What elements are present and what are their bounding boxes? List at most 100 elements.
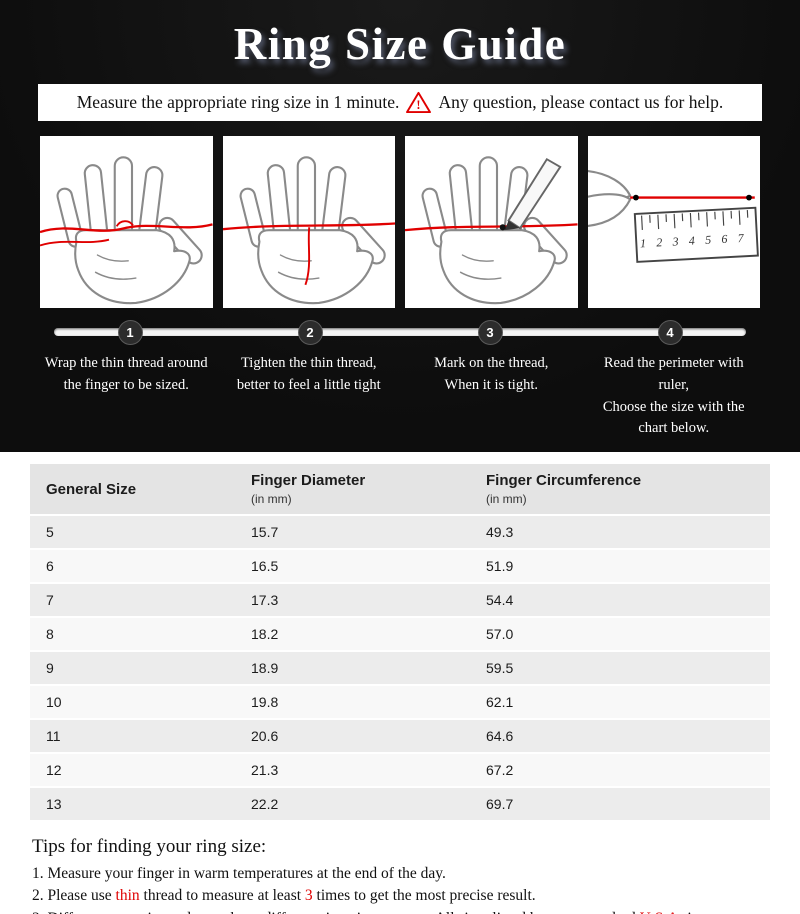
tip-2-text: 2. Please use [32, 887, 116, 905]
table-row: 9 18.9 59.5 [30, 651, 770, 686]
tip-3: 3. Different countries and areas have di… [32, 908, 768, 914]
size-cell: 10 [30, 685, 235, 720]
diameter-cell: 19.8 [235, 685, 470, 720]
header-sublabel: (in mm) [251, 492, 292, 506]
circumference-cell: 69.7 [470, 787, 770, 822]
caption-line: Tighten the thin thread, [240, 355, 377, 371]
diameter-cell: 21.3 [235, 753, 470, 788]
tip-2-text: times to get the most precise result. [312, 887, 536, 905]
ruler-number: 3 [671, 234, 679, 248]
step4-caption: Read the perimeter with ruler, Choose th… [588, 353, 761, 440]
tip-2-highlight-thin: thin [115, 887, 140, 905]
hand-wrap-thread-drawing [40, 136, 213, 308]
circumference-cell: 49.3 [470, 515, 770, 550]
tip-3-text: sizes. [678, 910, 715, 914]
thread-drawing [629, 194, 755, 201]
size-cell: 9 [30, 651, 235, 686]
diameter-cell: 16.5 [235, 549, 470, 584]
circumference-cell: 67.2 [470, 753, 770, 788]
thread-drawing [405, 223, 578, 232]
caption-line: Mark on the thread, [434, 355, 549, 371]
header-label: General Size [46, 480, 137, 498]
step2-caption: Tighten the thin thread, better to feel … [223, 353, 396, 440]
caption-line: Read the perimeter with ruler, [603, 355, 744, 393]
tips-section: Tips for finding your ring size: 1. Meas… [32, 836, 768, 914]
table-row: 11 20.6 64.6 [30, 719, 770, 754]
circumference-cell: 64.6 [470, 719, 770, 754]
tip-1: 1. Measure your finger in warm temperatu… [32, 865, 446, 882]
table-row: 12 21.3 67.2 [30, 753, 770, 788]
circumference-cell: 51.9 [470, 549, 770, 584]
warning-exclamation: ! [417, 98, 421, 112]
caption-line: better to feel a little tight [236, 376, 381, 393]
step2-illustration-panel [222, 136, 395, 308]
step-number-badge-3: 3 [477, 319, 503, 345]
ruler-number: 4 [688, 233, 695, 247]
size-cell: 12 [30, 753, 235, 788]
size-cell: 13 [30, 787, 235, 822]
tip-2-text: thread to measure at least [139, 887, 305, 905]
caption-line: the finger to be sized. [63, 376, 189, 393]
table-row: 13 22.2 69.7 [30, 787, 770, 822]
header-sublabel: (in mm) [486, 492, 527, 506]
ruler-measure-drawing: 1 2 3 4 5 6 7 [587, 170, 759, 263]
circumference-cell: 62.1 [470, 685, 770, 720]
size-cell: 5 [30, 515, 235, 550]
banner-text-before: Measure the appropriate ring size in 1 m… [76, 92, 400, 112]
ruler-number: 1 [639, 236, 646, 250]
caption-line: Wrap the thin thread around [44, 355, 208, 371]
table-row: 10 19.8 62.1 [30, 685, 770, 720]
step3-illustration-panel [405, 136, 578, 308]
diameter-cell: 22.2 [235, 787, 470, 822]
tips-heading: Tips for finding your ring size: [32, 836, 267, 857]
instruction-banner: Measure the appropriate ring size in 1 m… [38, 84, 762, 121]
header-label: Finger Circumference [486, 472, 642, 489]
circumference-cell: 57.0 [470, 617, 770, 652]
hand-mark-thread-drawing [405, 136, 578, 308]
ruler-number: 7 [737, 231, 745, 245]
hand-tighten-thread-drawing [222, 136, 395, 308]
size-chart-table: General Size Finger Diameter (in mm) Fin… [30, 464, 770, 822]
table-row: 7 17.3 54.4 [30, 583, 770, 618]
light-bottom-section: General Size Finger Diameter (in mm) Fin… [0, 452, 800, 914]
step-illustrations: 1 2 3 4 5 6 7 [40, 136, 760, 308]
caption-line: When it is tight. [444, 376, 538, 393]
step1-caption: Wrap the thin thread around the finger t… [40, 353, 213, 440]
ruler-number: 5 [704, 233, 711, 247]
hand-drawing [239, 157, 388, 303]
size-cell: 6 [30, 549, 235, 584]
size-cell: 8 [30, 617, 235, 652]
dark-top-section: Ring Size Guide Measure the appropriate … [0, 0, 800, 452]
table-row: 8 18.2 57.0 [30, 617, 770, 652]
thread-drawing [40, 220, 213, 247]
step1-illustration-panel [40, 136, 213, 308]
tip-3-highlight-usa: U.S.A [640, 910, 678, 914]
diameter-cell: 15.7 [235, 515, 470, 550]
step-number-badge-4: 4 [657, 319, 683, 345]
banner-text-after: Any question, please contact us for help… [438, 92, 724, 112]
diameter-cell: 18.2 [235, 617, 470, 652]
header-label: Finger Diameter [251, 472, 366, 489]
ruler-number: 6 [721, 232, 728, 246]
step4-illustration-panel: 1 2 3 4 5 6 7 [587, 136, 760, 308]
thread-drawing [222, 222, 395, 286]
table-row: 6 16.5 51.9 [30, 549, 770, 584]
ruler-drawing: 1 2 3 4 5 6 7 [633, 206, 759, 263]
header-general-size: General Size [30, 464, 235, 516]
pen-drawing [499, 157, 562, 231]
circumference-cell: 59.5 [470, 651, 770, 686]
diameter-cell: 18.9 [235, 651, 470, 686]
step-captions: Wrap the thin thread around the finger t… [40, 353, 760, 440]
size-cell: 7 [30, 583, 235, 618]
tip-2: 2. Please use thin thread to measure at … [32, 885, 768, 907]
ruler-number: 2 [655, 235, 662, 249]
header-finger-diameter: Finger Diameter (in mm) [235, 464, 470, 516]
tip-3-text: 3. Different countries and areas have di… [32, 910, 640, 914]
pinching-fingers-drawing [587, 170, 631, 227]
header-finger-circumference: Finger Circumference (in mm) [470, 464, 770, 516]
circumference-cell: 54.4 [470, 583, 770, 618]
warning-triangle-icon: ! [406, 91, 432, 114]
diameter-cell: 20.6 [235, 719, 470, 754]
tip-2-highlight-3: 3 [304, 887, 313, 905]
